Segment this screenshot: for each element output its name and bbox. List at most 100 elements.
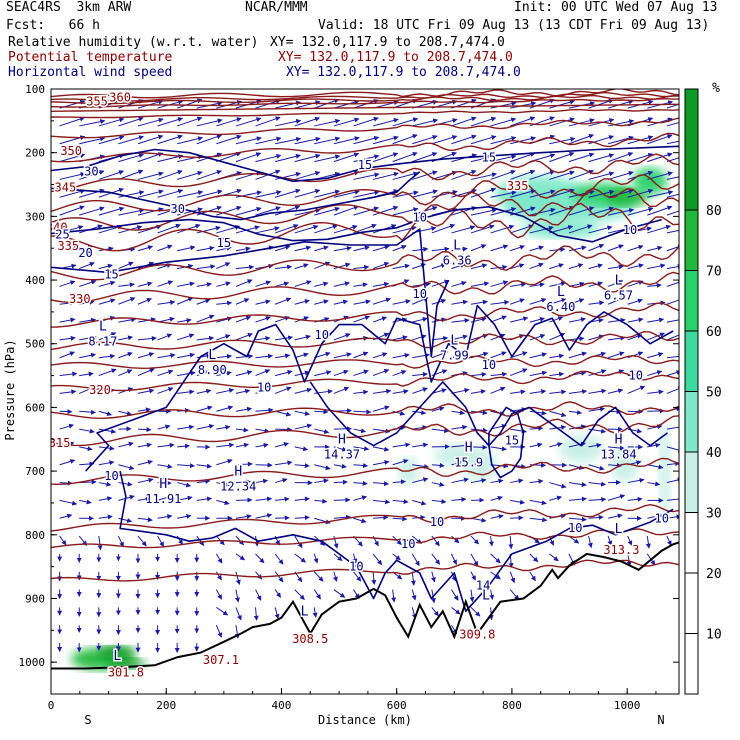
wind-arrow (490, 280, 509, 287)
wind-arrow (274, 386, 292, 394)
wind-arrow (274, 281, 290, 287)
wind-arrow (177, 116, 203, 127)
wind-arrow (274, 297, 292, 305)
wind-arrow (314, 464, 331, 471)
wind-arrow (352, 553, 358, 564)
colorbar-tick-label: 10 (706, 628, 722, 643)
wind-arrow (509, 571, 516, 584)
wind-arrow (412, 316, 428, 323)
wind-arrow (353, 428, 367, 434)
wind-label: 15 (482, 151, 496, 165)
wind-arrow (490, 224, 515, 234)
wind-arrow (510, 189, 536, 198)
wind-arrow (647, 224, 672, 234)
wind-arrow (137, 171, 164, 180)
wind-label: 15 (104, 268, 118, 282)
wind-arrow (372, 297, 391, 305)
wind-arrow (666, 244, 679, 252)
extremum-value: 8.90 (198, 363, 227, 377)
wind-arrow (392, 190, 419, 198)
theta-label: 335 (57, 239, 79, 253)
wind-arrow (412, 334, 427, 341)
wind-arrow (235, 571, 241, 585)
wind-arrow (529, 425, 544, 431)
wind-label: 15 (217, 236, 231, 250)
wind-arrow (392, 479, 406, 485)
wind-arrow (235, 514, 252, 520)
wind-arrow (451, 424, 468, 430)
wind-arrow (313, 553, 319, 564)
wind-label: 10 (413, 287, 427, 301)
extremum-letter: L (615, 522, 623, 537)
wind-speed-contour (51, 171, 421, 221)
wind-arrow (451, 606, 461, 615)
wind-arrow (627, 188, 654, 198)
wind-arrow (608, 317, 626, 323)
wind-arrow (568, 351, 587, 359)
wind-arrow (510, 136, 537, 145)
extremum-letter: H (615, 433, 623, 448)
wind-arrow (353, 245, 370, 252)
wind-arrow (666, 280, 679, 287)
wind-arrow (274, 245, 291, 252)
wind-arrow (470, 172, 498, 180)
wind-arrow (353, 154, 380, 163)
wind-arrow (177, 333, 195, 341)
colorbar-tick-label: 30 (706, 507, 722, 522)
wind-arrow (549, 410, 567, 418)
wind-arrow (294, 410, 311, 416)
wind-arrow (137, 245, 154, 252)
wind-arrow (275, 136, 302, 145)
extremum-letter: L (99, 319, 107, 334)
wind-arrow (196, 189, 223, 198)
wind-arrow (666, 446, 679, 453)
wind-arrow (529, 333, 546, 341)
wind-arrow (627, 244, 644, 252)
wind-arrow (274, 477, 288, 484)
wind-arrow (549, 353, 565, 359)
wind-arrow (333, 299, 349, 305)
wind-arrow (647, 332, 665, 341)
wind-arrow (253, 607, 259, 621)
colorbar-band (685, 331, 698, 392)
wind-arrow (353, 389, 369, 395)
wind-arrow (333, 352, 352, 359)
extremum-letter: L (450, 333, 458, 348)
wind-arrow (314, 478, 329, 484)
wind-arrow (529, 282, 545, 288)
wind-label: 10 (654, 512, 668, 526)
wind-arrow (549, 151, 575, 163)
wind-arrow (275, 264, 293, 270)
wind-arrow (255, 407, 274, 413)
wind-arrow (451, 169, 477, 180)
y-axis-title: Pressure (hPa) (3, 339, 17, 440)
y-tick-label: 1000 (19, 656, 46, 669)
wind-arrow (490, 190, 517, 198)
wind-arrow (275, 427, 293, 433)
wind-arrow (412, 246, 429, 252)
wind-arrow (490, 244, 509, 252)
extremum-value: 6.57 (604, 288, 633, 302)
south-label: S (84, 713, 91, 727)
wind-arrow (568, 263, 584, 270)
wind-speed-contour (119, 470, 674, 612)
wind-arrow (294, 463, 310, 469)
wind-arrow (549, 316, 564, 323)
wind-arrow (510, 368, 528, 377)
wind-arrow (647, 513, 663, 519)
colorbar-tick-label: 60 (706, 325, 722, 340)
wind-arrow (490, 136, 517, 145)
wind-arrow (79, 385, 97, 394)
wind-arrow (333, 553, 343, 561)
wind-arrow (196, 370, 212, 377)
wind-arrow (216, 606, 229, 616)
wind-arrow (411, 553, 420, 567)
wind-arrow (333, 589, 346, 598)
wind-arrow (608, 388, 624, 394)
wind-arrow (451, 246, 468, 252)
x-tick-label: 1000 (614, 699, 641, 712)
wind-arrow (647, 317, 665, 323)
wind-arrow (59, 371, 78, 377)
wind-arrow (157, 387, 174, 394)
wind-arrow (59, 189, 86, 198)
